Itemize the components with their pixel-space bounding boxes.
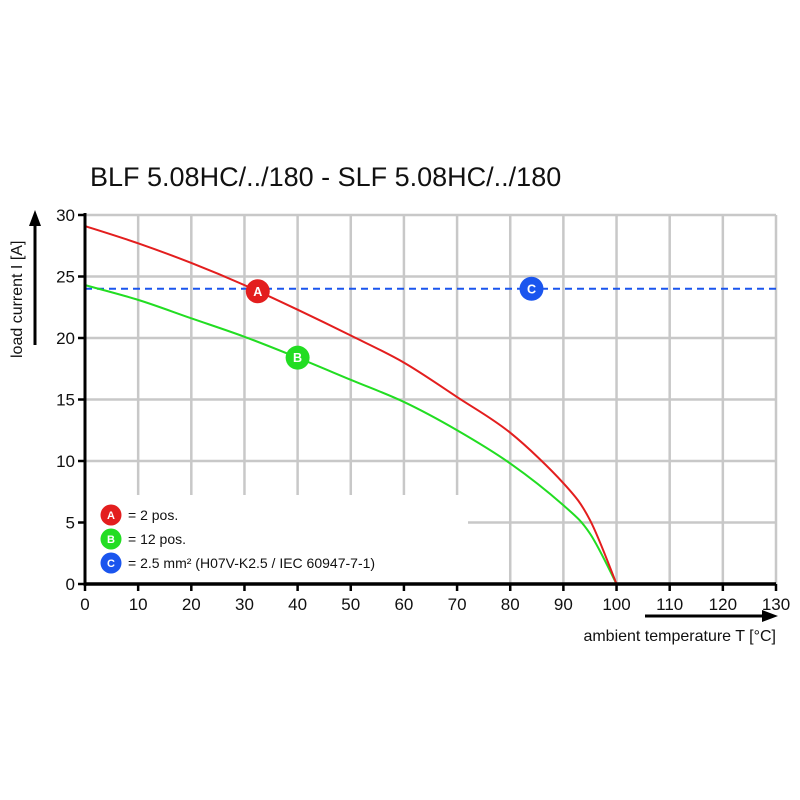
x-tick-label: 90 (554, 595, 573, 614)
legend-a-marker (100, 504, 122, 526)
y-axis-label: load current I [A] (9, 241, 26, 358)
y-tick-label: 0 (66, 575, 75, 594)
axes: 0 10 20 30 40 50 60 70 80 90 100 110 120 130 0 5 10 15 20 2… (29, 206, 790, 622)
legend-b-marker-label: B (107, 534, 115, 546)
y-tick-label: 15 (56, 391, 75, 410)
series-b-marker (285, 345, 310, 370)
y-tick-label: 10 (56, 452, 75, 471)
series-c-marker-label: C (527, 282, 536, 296)
x-tick-label: 120 (709, 595, 737, 614)
legend-c-marker (100, 552, 122, 574)
legend-background (86, 495, 468, 583)
legend-b-marker (100, 528, 122, 550)
series-a-marker-label: A (253, 285, 262, 299)
y-tick-label: 30 (56, 206, 75, 225)
x-tick-label: 30 (235, 595, 254, 614)
x-axis-label: ambient temperature T [°C] (583, 628, 776, 645)
x-tick-label: 80 (501, 595, 520, 614)
legend-a-marker-label: A (107, 510, 115, 522)
series-line-a (84, 225, 618, 585)
x-tick-label: 10 (129, 595, 148, 614)
x-tick-label: 0 (80, 595, 89, 614)
x-tick-label: 60 (394, 595, 413, 614)
x-tick-label: 130 (762, 595, 790, 614)
x-tick-label: 70 (448, 595, 467, 614)
series-layer: ABC (84, 225, 776, 585)
series-c-marker (519, 276, 544, 301)
x-tick-label: 40 (288, 595, 307, 614)
legend-label-c: = 2.5 mm² (H07V-K2.5 / IEC 60947-7-1) (128, 555, 375, 571)
y-tick-label: 20 (56, 329, 75, 348)
legend: A = 2 pos. B = 12 pos. C = 2.5 mm² (H07V-K2.5… (100, 504, 375, 574)
y-tick-label: 25 (56, 268, 75, 287)
series-line-b (84, 284, 618, 585)
x-axis-arrow-head (762, 610, 778, 622)
chart-title: BLF 5.08HC/../180 - SLF 5.08HC/../180 (90, 162, 561, 192)
y-tick-label: 5 (66, 514, 75, 533)
legend-c-marker-label: C (107, 558, 115, 570)
x-tick-label: 100 (602, 595, 630, 614)
x-tick-label: 20 (182, 595, 201, 614)
x-tick-label: 50 (341, 595, 360, 614)
legend-label-a: = 2 pos. (128, 507, 178, 523)
legend-label-b: = 12 pos. (128, 531, 186, 547)
series-a-marker (245, 279, 270, 304)
series-b-marker-label: B (293, 351, 302, 365)
x-tick-label: 110 (656, 595, 683, 614)
y-axis-arrow-head (29, 210, 41, 226)
